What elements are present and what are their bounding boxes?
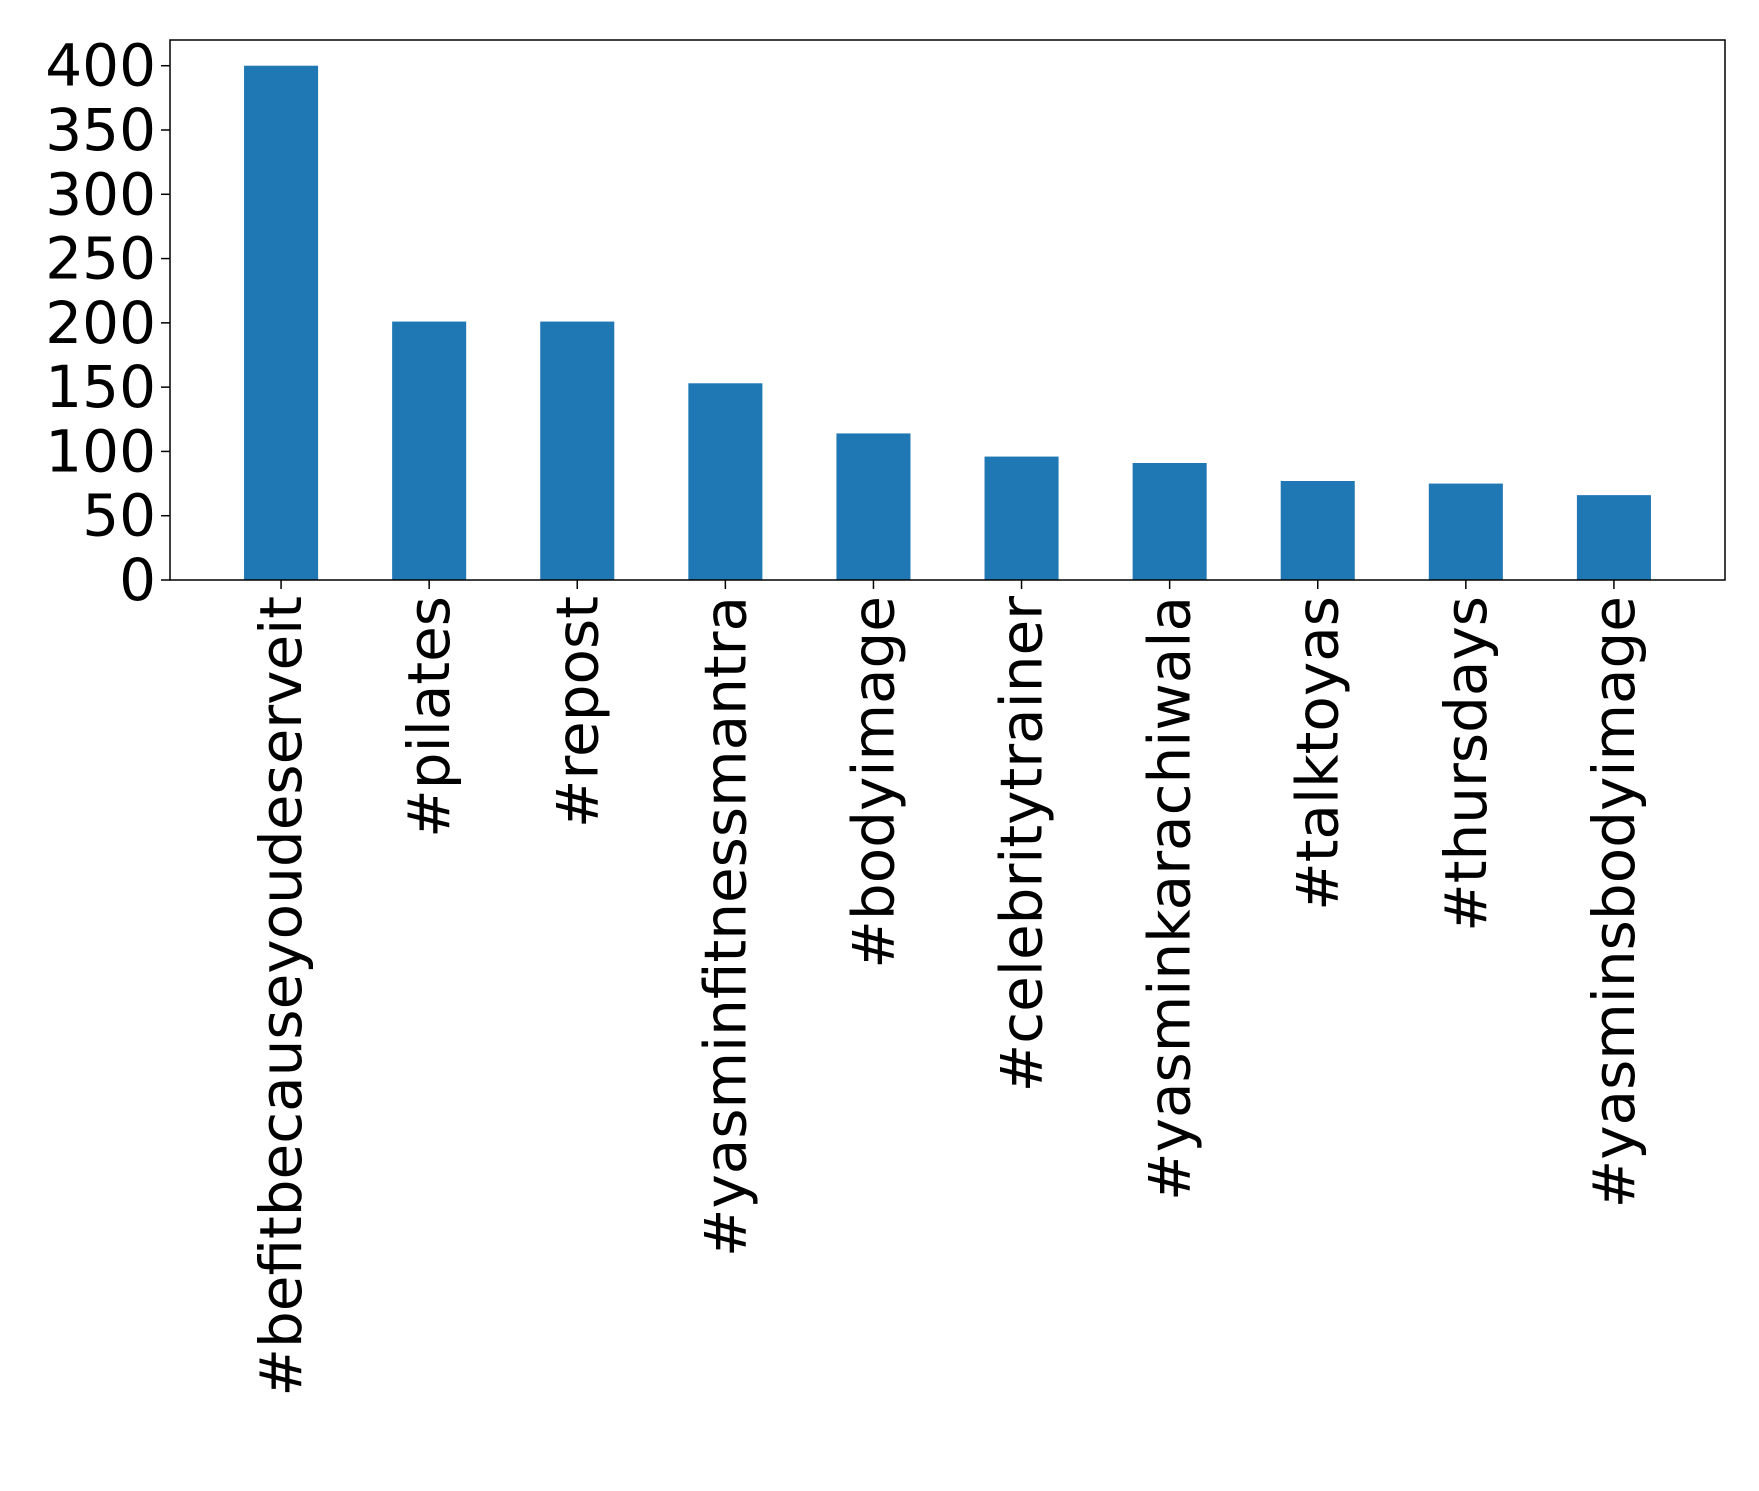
x-tick-label: #pilates [395,596,463,838]
y-tick-label: 100 [45,417,156,485]
plot-frame [169,39,1726,581]
bar [244,65,319,580]
bar [984,456,1059,580]
y-tick-label: 0 [119,546,156,614]
bars [244,65,1651,580]
bar [1576,495,1651,580]
bar [1132,463,1207,580]
y-tick-label: 300 [45,160,156,228]
x-tick-label: #celebritytrainer [988,596,1056,1092]
y-tick-label: 400 [45,32,156,100]
x-tick-label: #yasminkarachiwala [1136,596,1204,1201]
y-tick-label: 200 [45,289,156,357]
x-tick-label: #repost [543,596,611,828]
bar [392,321,467,580]
x-tick-label: #befitbecauseyoudeserveit [247,596,315,1397]
y-tick-label: 50 [82,482,156,550]
y-tick-label: 250 [45,225,156,293]
bar [540,321,615,580]
bar [836,433,911,580]
bar [688,383,763,580]
x-axis: #befitbecauseyoudeserveit #pilates #repost… [247,580,1648,1397]
x-tick-label: #talktoyas [1284,596,1352,911]
x-tick-label: #yasminfitnessmantra [691,596,759,1257]
bar [1280,481,1355,580]
y-tick-label: 350 [45,96,156,164]
x-tick-label: #yasminsbodyimage [1580,596,1648,1208]
bar [1428,483,1503,580]
x-tick-label: #bodyimage [839,596,907,969]
y-tick-label: 150 [45,353,156,421]
x-tick-label: #thursdays [1432,596,1500,932]
